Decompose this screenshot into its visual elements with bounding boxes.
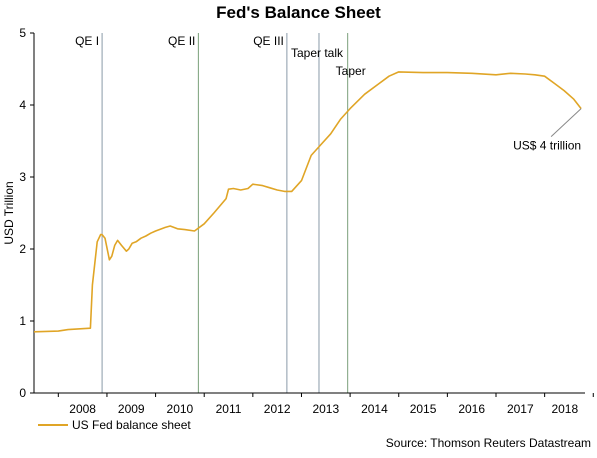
x-tick-label: 2009 xyxy=(118,402,145,416)
chart-title: Fed's Balance Sheet xyxy=(216,3,381,22)
x-tick-label: 2016 xyxy=(458,402,485,416)
annotation-label: US$ 4 trillion xyxy=(513,139,581,153)
event-label: QE II xyxy=(168,34,195,48)
legend-swatch xyxy=(38,424,68,426)
y-tick-label: 2 xyxy=(19,242,26,256)
x-tick-label: 2010 xyxy=(167,402,194,416)
series-line xyxy=(33,71,582,333)
data-series xyxy=(33,71,582,333)
legend-label: US Fed balance sheet xyxy=(72,418,191,432)
event-label: QE I xyxy=(75,34,99,48)
x-tick-label: 2014 xyxy=(361,402,388,416)
x-tick-label: 2008 xyxy=(69,402,96,416)
event-label: Taper talk xyxy=(291,46,344,60)
y-axis-label: USD Trillion xyxy=(2,181,16,244)
event-label: QE III xyxy=(253,34,284,48)
chart-axes: 0 1 2 3 4 5 2008 2009 2010 2011 2012 2013 2014 2015 20… xyxy=(19,26,594,416)
x-tick-label: 2015 xyxy=(410,402,437,416)
annotation-leader xyxy=(550,108,582,137)
event-markers: QE I QE II QE III Taper talk Taper xyxy=(75,33,366,393)
x-tick-label: 2018 xyxy=(551,402,578,416)
y-tick-label: 0 xyxy=(19,386,26,400)
y-tick-label: 4 xyxy=(19,98,26,112)
annotations: US$ 4 trillion xyxy=(513,108,582,153)
event-label: Taper xyxy=(336,64,366,78)
x-tick-label: 2012 xyxy=(264,402,291,416)
x-tick-label: 2017 xyxy=(507,402,534,416)
y-tick-label: 5 xyxy=(19,26,26,40)
y-tick-label: 1 xyxy=(19,314,26,328)
x-tick-label: 2013 xyxy=(312,402,339,416)
legend: US Fed balance sheet xyxy=(38,418,191,432)
y-tick-label: 3 xyxy=(19,170,26,184)
source-note: Source: Thomson Reuters Datastream xyxy=(385,436,591,450)
x-tick-label: 2011 xyxy=(216,402,242,416)
